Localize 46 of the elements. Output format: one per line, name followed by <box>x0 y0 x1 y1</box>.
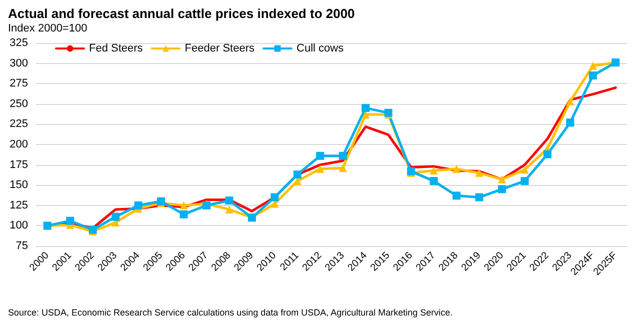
point <box>362 104 370 112</box>
point <box>588 62 597 70</box>
y-tick-label: 175 <box>10 158 28 171</box>
y-tick-label: 275 <box>10 78 28 90</box>
point <box>316 164 324 173</box>
y-tick-label: 250 <box>10 98 28 110</box>
legend-label: Fed Steers <box>89 42 144 54</box>
point <box>588 71 597 80</box>
source-note: Source: USDA, Economic Research Service calculations using data from USDA, Agricultural Marketing Service. <box>8 308 453 318</box>
point <box>225 205 234 214</box>
y-tick-label: 300 <box>10 57 28 70</box>
point <box>475 193 484 202</box>
point <box>112 212 120 221</box>
point <box>270 193 279 202</box>
point <box>66 216 74 225</box>
point <box>452 192 461 200</box>
point <box>543 150 552 158</box>
point <box>316 152 324 160</box>
y-tick-label: 125 <box>10 199 28 212</box>
legend-label: Feeder Steers <box>184 42 256 54</box>
y-tick-label: 150 <box>10 179 28 192</box>
legend-label: Cull cows <box>296 42 344 54</box>
y-tick-label: 200 <box>10 138 28 150</box>
point <box>498 175 506 184</box>
point <box>520 166 529 174</box>
point <box>520 177 529 186</box>
y-tick-label: 225 <box>10 118 28 130</box>
point <box>475 168 484 177</box>
point <box>566 118 574 127</box>
point <box>180 210 188 218</box>
point <box>430 177 438 186</box>
point <box>452 164 461 173</box>
y-axis-title: Index 2000=100 <box>8 22 88 34</box>
point <box>293 170 302 179</box>
point <box>225 196 234 205</box>
point <box>498 185 506 194</box>
point <box>338 164 347 172</box>
chart-title: Actual and forecast annual cattle prices indexed to 2000 <box>8 6 355 21</box>
point <box>566 97 574 106</box>
point <box>430 166 438 174</box>
point <box>338 152 347 160</box>
point <box>134 201 142 210</box>
y-tick-label: 325 <box>10 37 28 49</box>
y-tick-label: 100 <box>10 220 28 232</box>
y-tick-label: 75 <box>16 240 28 252</box>
point <box>180 201 188 210</box>
